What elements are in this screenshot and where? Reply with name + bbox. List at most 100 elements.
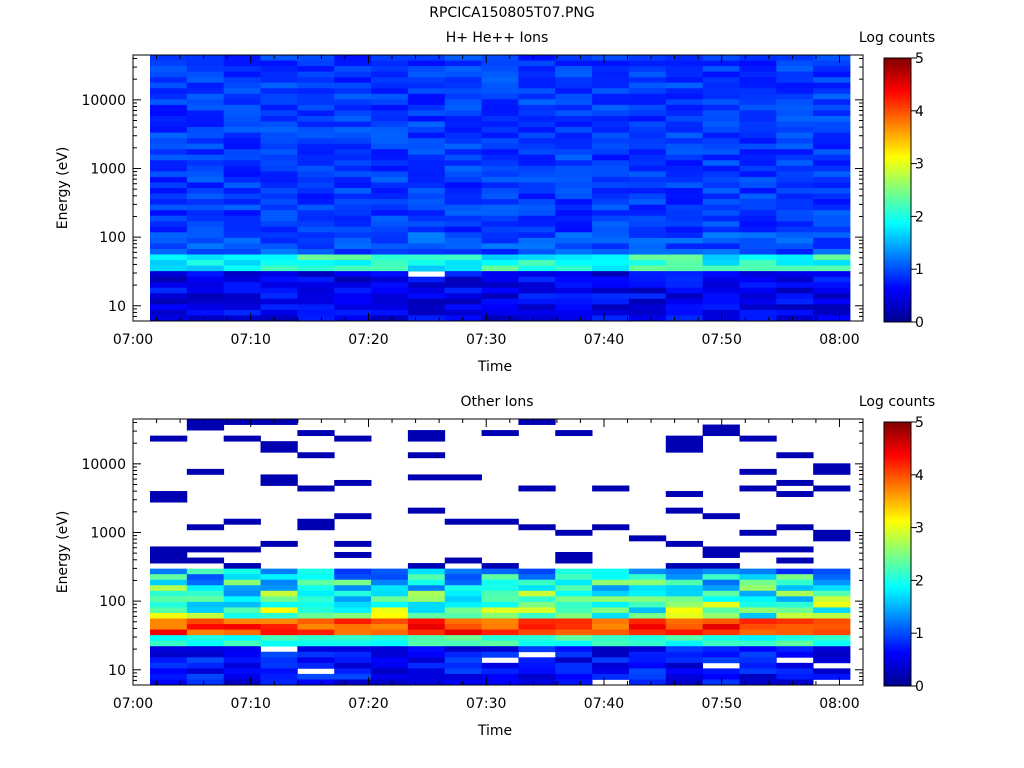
heatmap-cell (702, 590, 740, 597)
heatmap-cell (702, 82, 740, 89)
heatmap-cell (518, 66, 556, 73)
heatmap-cell (555, 662, 593, 669)
heatmap-cell (223, 82, 261, 89)
heatmap-cell (518, 646, 556, 653)
heatmap-cell (150, 71, 188, 78)
heatmap-cell (150, 309, 188, 316)
heatmap-cell (260, 127, 298, 133)
heatmap-cell (481, 304, 519, 311)
heatmap-cell (444, 248, 482, 255)
heatmap-cell (186, 188, 225, 194)
heatmap-cell (223, 232, 261, 239)
heatmap-cell (407, 210, 446, 217)
heatmap-cell (481, 607, 519, 614)
heatmap-cell (407, 265, 446, 272)
heatmap-cell (739, 121, 777, 128)
heatmap-cell (150, 574, 188, 581)
heatmap-cell (481, 149, 519, 156)
heatmap-cell (223, 210, 261, 217)
heatmap-cell (186, 121, 225, 128)
heatmap-cell (628, 293, 667, 300)
heatmap-cell (702, 513, 740, 520)
heatmap-cell (776, 590, 814, 597)
heatmap-cell (628, 104, 667, 111)
heatmap-cell (150, 287, 188, 294)
heatmap-cell (628, 640, 667, 647)
heatmap-cell (371, 143, 409, 150)
heatmap-cell (481, 154, 519, 161)
heatmap-cell (702, 243, 740, 250)
heatmap-cell (776, 221, 814, 228)
heatmap-cell (371, 204, 409, 211)
heatmap-cell (371, 221, 409, 228)
heatmap-cell (555, 612, 593, 619)
heatmap-cell (481, 132, 519, 139)
heatmap-cell (407, 248, 446, 255)
heatmap-cell (444, 115, 482, 122)
heatmap-cell (407, 66, 446, 73)
colorbar-tick-label: 1 (915, 626, 924, 642)
heatmap-cell (371, 596, 409, 603)
heatmap-cell (444, 309, 482, 316)
heatmap-cell (223, 596, 261, 603)
heatmap-cell (628, 221, 667, 228)
heatmap-cell (702, 237, 740, 244)
heatmap-cell (371, 679, 409, 686)
heatmap-cell (555, 430, 593, 437)
heatmap-cell (297, 293, 335, 300)
heatmap-cell (407, 646, 446, 653)
heatmap-cell (628, 535, 667, 542)
heatmap-cell (592, 315, 630, 322)
heatmap-cell (518, 77, 556, 84)
heatmap-cell (592, 93, 630, 100)
heatmap-cell (444, 188, 482, 194)
heatmap-cell (260, 657, 298, 664)
heatmap-cell (481, 188, 519, 194)
heatmap-cell (813, 55, 851, 61)
heatmap-cell (334, 309, 372, 316)
heatmap-cell (813, 199, 851, 206)
heatmap-cell (407, 132, 446, 139)
heatmap-cell (186, 193, 225, 200)
heatmap-cell (555, 315, 593, 322)
heatmap-cell (702, 232, 740, 239)
heatmap-cell (444, 618, 482, 625)
heatmap-cell (628, 237, 667, 244)
heatmap-cell (518, 226, 556, 233)
heatmap-cell (702, 210, 740, 217)
heatmap-cell (592, 607, 630, 614)
heatmap-cell (297, 132, 335, 139)
heatmap-cell (813, 596, 851, 603)
heatmap-cell (186, 546, 225, 553)
heatmap-cell (813, 276, 851, 283)
heatmap-cell (334, 668, 372, 675)
panel-title: Other Ions (460, 394, 533, 410)
heatmap-cell (186, 304, 225, 311)
heatmap-cell (260, 171, 298, 178)
heatmap-cell (813, 121, 851, 128)
heatmap-cell (260, 182, 298, 189)
heatmap-cell (371, 88, 409, 95)
heatmap-cell (186, 115, 225, 122)
heatmap-cell (518, 93, 556, 100)
heatmap-cell (334, 104, 372, 111)
heatmap-cell (739, 435, 777, 442)
heatmap-cell (776, 635, 814, 642)
heatmap-cell (150, 199, 188, 206)
heatmap-cell (555, 171, 593, 178)
heatmap-cell (150, 110, 188, 117)
heatmap-cell (407, 287, 446, 294)
heatmap-cell (444, 579, 482, 586)
heatmap-cell (223, 585, 261, 592)
heatmap-cell (334, 66, 372, 73)
heatmap-cell (665, 446, 704, 453)
heatmap-cell (702, 657, 740, 664)
heatmap-cell (223, 657, 261, 664)
heatmap-cell (297, 149, 335, 156)
heatmap-cell (407, 110, 446, 117)
heatmap-cell (260, 204, 298, 211)
heatmap-cell (665, 635, 704, 642)
heatmap-cell (555, 215, 593, 222)
heatmap-cell (592, 485, 630, 492)
heatmap-cell (297, 71, 335, 78)
